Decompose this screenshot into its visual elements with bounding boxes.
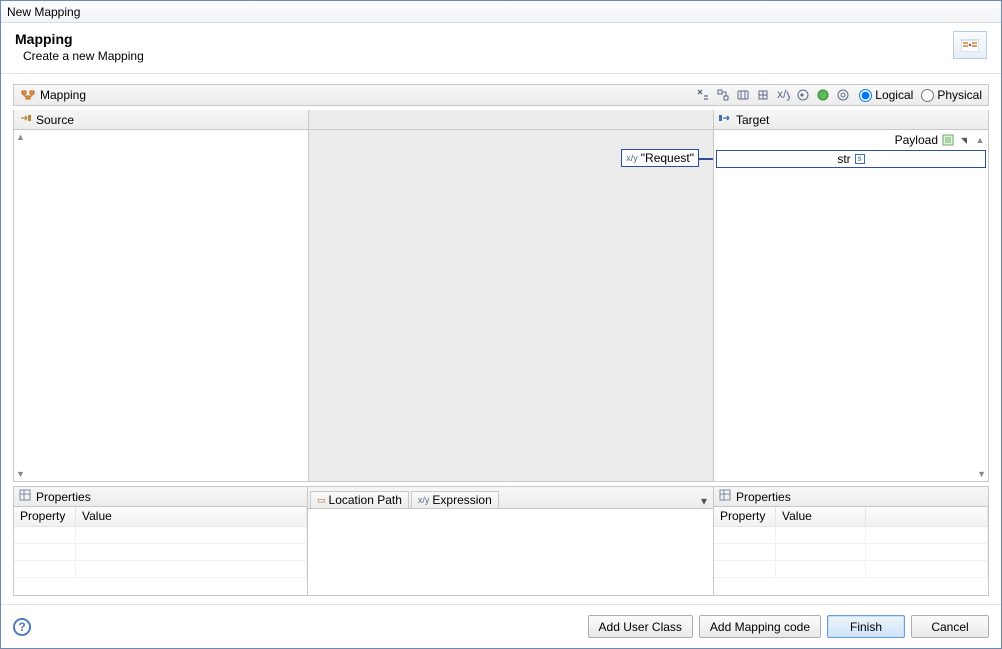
table-head: Property Value [14,507,307,527]
finish-button[interactable]: Finish [827,615,905,638]
lower-panels: Properties Property Value [13,486,989,596]
target-body[interactable]: Payload ◥ ▲ str s ▼ [714,130,988,481]
source-icon [18,111,32,128]
mapping-area: Source ▲ ▼ x/y "Request" [13,110,989,482]
table-head: Property Value [714,507,988,527]
source-properties-panel: Properties Property Value [13,486,308,596]
request-node[interactable]: x/y "Request" [621,149,699,167]
target-node-type-icon: s [855,154,865,164]
properties-icon [718,488,732,505]
source-header: Source [14,110,308,130]
titlebar: New Mapping [1,1,1001,23]
middle-header [309,110,713,130]
view-physical-radio[interactable]: Physical [921,88,982,102]
tool-icon-7[interactable] [815,87,831,103]
location-path-icon: ▭ [317,495,326,506]
table-rows [14,527,307,578]
middle-body[interactable]: x/y "Request" [309,130,713,481]
source-properties-table: Property Value [14,507,307,595]
col-property[interactable]: Property [14,507,76,526]
target-node[interactable]: str s [716,150,986,168]
target-properties-title-row: Properties [714,487,988,507]
table-row[interactable] [14,527,307,544]
expression-dropdown-icon[interactable]: ▾ [701,494,713,508]
target-collapse-bottom-icon[interactable]: ▼ [977,469,986,479]
view-logical-input[interactable] [859,89,872,102]
header-icon [953,31,987,59]
source-column: Source ▲ ▼ [14,110,309,481]
tab-expression-label: Expression [432,493,491,507]
col-property[interactable]: Property [714,507,776,526]
col-value[interactable]: Value [76,507,307,526]
table-row[interactable] [714,544,988,561]
table-row[interactable] [714,561,988,578]
cancel-button[interactable]: Cancel [911,615,989,638]
expression-body[interactable] [308,509,713,595]
col-value[interactable]: Value [776,507,866,526]
tool-icon-8[interactable] [835,87,851,103]
tool-icon-2[interactable] [715,87,731,103]
request-node-label: "Request" [641,151,694,165]
header-text: Mapping Create a new Mapping [15,31,144,63]
view-logical-label: Logical [875,88,913,102]
tab-location-path[interactable]: ▭ Location Path [310,491,409,509]
source-properties-title-row: Properties [14,487,307,507]
table-rows [714,527,988,578]
tab-expression[interactable]: x/y Expression [411,491,499,509]
target-properties-table: Property Value [714,507,988,595]
table-row[interactable] [714,527,988,544]
svg-text:x/y: x/y [777,88,790,101]
mapping-icon [20,87,36,103]
dialog-window: New Mapping Mapping Create a new Mapping… [0,0,1002,649]
payload-label: Payload [895,133,938,147]
dialog-footer: ? Add User Class Add Mapping code Finish… [1,604,1001,648]
dialog-header: Mapping Create a new Mapping [1,23,1001,74]
table-row[interactable] [14,561,307,578]
payload-badge-icon [942,134,954,146]
target-properties-panel: Properties Property Value [713,486,989,596]
expression-panel: ▭ Location Path x/y Expression ▾ [307,486,714,596]
help-icon[interactable]: ? [13,618,31,636]
add-mapping-code-button[interactable]: Add Mapping code [699,615,821,638]
view-physical-label: Physical [937,88,982,102]
properties-icon [18,488,32,505]
target-properties-title: Properties [736,490,791,504]
col-extra[interactable] [866,507,988,526]
window-title: New Mapping [7,5,80,19]
expression-tabstrip: ▭ Location Path x/y Expression ▾ [308,487,713,509]
middle-column: x/y "Request" [309,110,713,481]
target-node-label: str [837,152,850,166]
payload-menu-icon[interactable]: ◥ [958,134,970,146]
xy-badge-icon: x/y [626,153,638,163]
tool-icon-4[interactable] [755,87,771,103]
content-area: Mapping x/y Logical Physical [1,74,1001,604]
source-body[interactable]: ▲ ▼ [14,130,308,481]
mapping-toolbar: Mapping x/y Logical Physical [13,84,989,106]
payload-collapse-icon[interactable]: ▲ [974,134,986,146]
target-column: Target Payload ◥ ▲ str s ▼ [713,110,988,481]
view-logical-radio[interactable]: Logical [859,88,913,102]
expression-icon: x/y [418,495,430,505]
tab-location-path-label: Location Path [329,493,402,507]
target-header: Target [714,110,988,130]
source-properties-title: Properties [36,490,91,504]
source-title: Source [36,113,74,127]
tool-icon-5[interactable]: x/y [775,87,791,103]
source-collapse-top-icon[interactable]: ▲ [16,132,25,142]
tool-icon-1[interactable] [695,87,711,103]
source-collapse-bottom-icon[interactable]: ▼ [16,469,25,479]
page-title: Mapping [15,31,144,47]
connector-line [699,158,713,160]
tool-icon-6[interactable] [795,87,811,103]
mapping-toolbar-title: Mapping [40,88,86,102]
target-icon [718,111,732,128]
page-subtitle: Create a new Mapping [15,49,144,63]
add-user-class-button[interactable]: Add User Class [588,615,693,638]
tool-icon-3[interactable] [735,87,751,103]
payload-row: Payload ◥ ▲ [716,132,986,148]
target-title: Target [736,113,769,127]
table-row[interactable] [14,544,307,561]
view-physical-input[interactable] [921,89,934,102]
